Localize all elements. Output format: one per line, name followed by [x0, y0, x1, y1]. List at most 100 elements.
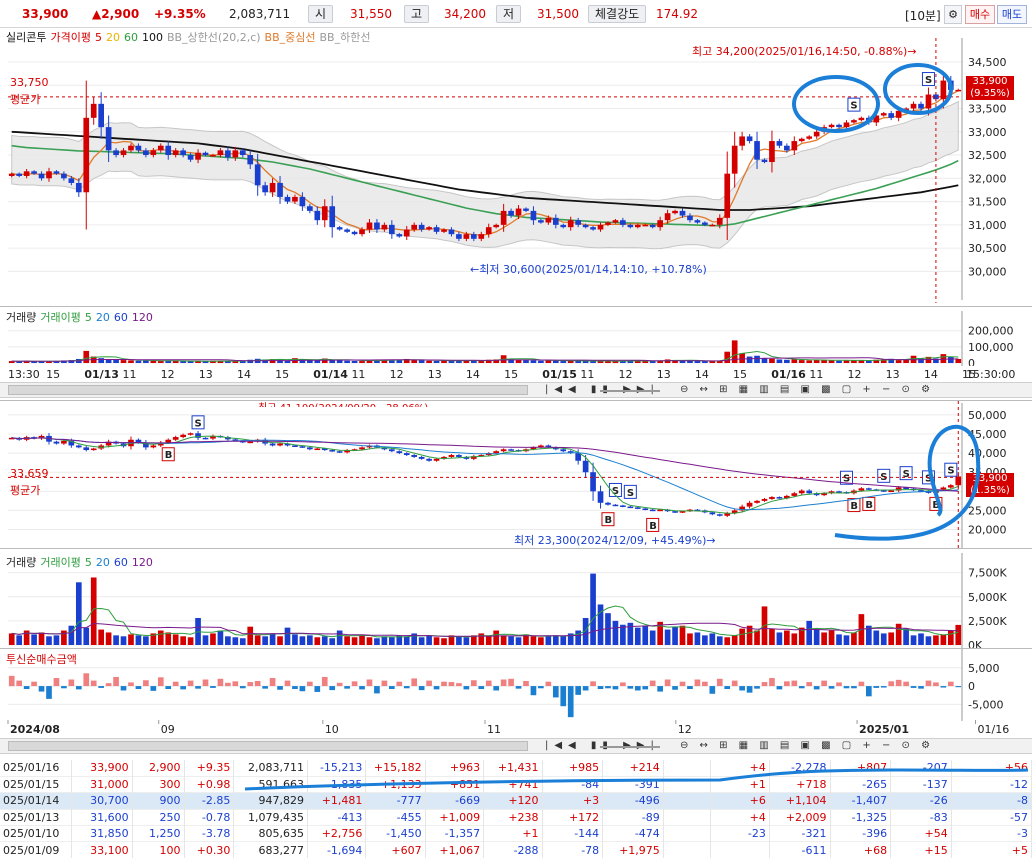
table-cell: -15,213 [307, 760, 367, 777]
daily-price-panel[interactable]: 20,00025,00030,00035,00040,00045,00050,0… [0, 400, 1032, 551]
scroll-thumb-top[interactable] [8, 385, 528, 395]
volume-bar [61, 360, 67, 363]
volume-bar [836, 634, 842, 645]
volume-bar [396, 360, 403, 363]
daily-trading-table[interactable]: 025/01/16 33,900 2,900 +9.35 2,083,711 -15,21… [0, 760, 1032, 858]
sell-button[interactable]: 매도 [997, 5, 1027, 24]
candle-body [478, 234, 485, 239]
volume-bar [143, 360, 149, 363]
candle-body [791, 141, 798, 151]
table-cell [663, 841, 712, 858]
strength-value: 174.92 [656, 7, 698, 21]
candle-body [776, 497, 783, 499]
scroll-controls-bottom[interactable]: |◀◀ ▮▮ ▶▶| [545, 740, 654, 751]
candle-body [105, 127, 112, 151]
institution-net-buy-chart[interactable]: -5,000 0 5,000 [0, 645, 1032, 725]
volume-bar [232, 681, 239, 687]
table-row[interactable]: 025/01/13 31,600 250 -0.78 1,079,435 -413 -455… [0, 809, 1032, 826]
table-row[interactable]: 025/01/09 33,100 100 +0.30 683,277 -1,694 +607… [0, 841, 1032, 858]
volume-bar [925, 680, 932, 687]
daily-price-chart[interactable]: 20,00025,00030,00035,00040,00045,00050,0… [0, 401, 1032, 551]
candle-body [128, 145, 134, 151]
x-tick-label: 2025/01 [859, 723, 909, 736]
volume-bar [552, 686, 559, 698]
volume-bar [687, 360, 693, 363]
table-cell: +68 [830, 841, 892, 858]
volume-bar [23, 686, 30, 690]
volume-bar [277, 360, 283, 363]
current-price-box: 33,900 (9.35%) [966, 76, 1014, 100]
candle-body [359, 229, 365, 235]
candle-body [307, 447, 313, 450]
volume-bar [866, 625, 872, 645]
table-row[interactable]: 025/01/15 31,000 300 +0.98 591,663 -1,835 +1,1… [0, 776, 1032, 793]
toolbar-icons-top[interactable]: ⊖ ↔ ⊞ ▦ ▥ ▤ ▣ ▩ ▢ + − ⊙ ⚙ [680, 384, 935, 395]
signal-marker-label: B [649, 521, 657, 532]
volume-bar [210, 686, 216, 688]
slider-icon-bottom[interactable] [600, 746, 660, 748]
volume-bar [769, 358, 775, 363]
table-cell: +1,133 [365, 776, 426, 793]
institution-net-buy-panel[interactable]: -5,000 0 5,000 투신순매수금액 [0, 645, 1032, 725]
slider-icon[interactable] [600, 390, 660, 392]
x-tick-label: 15:30:00 [966, 368, 1015, 381]
volume-bar [843, 686, 850, 689]
table-cell: -1,450 [365, 825, 426, 842]
table-cell: +607 [365, 841, 426, 858]
volume-bar [724, 351, 731, 363]
legend-title: 실리콘투 [6, 31, 47, 44]
table-row[interactable]: 025/01/16 33,900 2,900 +9.35 2,083,711 -15,21… [0, 760, 1032, 777]
high-annotation: 최고 34,200(2025/01/16,14:50, -0.88%)→ [692, 45, 917, 58]
candle-body [478, 455, 485, 457]
scroll-controls-top[interactable]: |◀◀ ▮▮ ▶▶| [545, 384, 654, 395]
volume-bar [217, 361, 224, 363]
volume-bar [642, 686, 649, 690]
volume-bar [381, 636, 388, 645]
volume-bar [157, 361, 164, 363]
table-cell: 805,635 [233, 825, 308, 842]
x-tick-label: 01/16 [771, 368, 806, 381]
interval-selector[interactable]: [10분] [905, 9, 941, 23]
scrollbar-bottom[interactable]: |◀◀ ▮▮ ▶▶| ⊖ ↔ ⊞ ▦ ▥ ▤ ▣ ▩ ▢ + − ⊙ ⚙ [0, 738, 1032, 754]
volume-bar [933, 358, 939, 363]
table-cell-date: 025/01/09 [0, 841, 72, 858]
candle-body [947, 485, 954, 488]
table-row[interactable]: 025/01/14 30,700 900 -2.85 947,829 +1,481 -777… [0, 792, 1032, 810]
price-chart-panel[interactable]: 30,000 30,500 31,000 31,500 32,000 32,500 33,0… [0, 28, 1032, 306]
candle-body [366, 222, 373, 230]
volume-bar [791, 359, 798, 363]
volume-panel[interactable]: 0 100,000 200,000 거래량 거래이평 5 20 60 120 [0, 306, 1032, 370]
volume-bar [612, 361, 619, 363]
signal-marker-label: B [932, 500, 940, 511]
x-tick-label: 01/13 [84, 368, 119, 381]
x-tick-label: 15 [962, 368, 976, 381]
candle-body [232, 439, 239, 441]
volume-bar [314, 360, 321, 363]
daily-volume-panel[interactable]: 0K 2,500K 5,000K 7,500K 거래량 거래이평 5 20 60 120 [0, 548, 1032, 652]
candle-body [851, 120, 857, 123]
volume-chart[interactable]: 0 100,000 200,000 [0, 307, 1032, 370]
table-cell: +1,104 [769, 792, 831, 810]
volume-bar [515, 686, 522, 689]
gear-icon[interactable]: ⚙ [944, 5, 962, 24]
table-cell: +1,481 [307, 792, 367, 810]
scroll-thumb-bottom[interactable] [8, 741, 528, 751]
candle-body [791, 493, 798, 496]
volume-bar [284, 627, 291, 645]
buy-button[interactable]: 매수 [965, 5, 995, 24]
volume-bar [426, 635, 432, 645]
candle-body [955, 89, 962, 92]
table-cell: -496 [602, 792, 664, 810]
volume-bar [478, 360, 485, 363]
candle-body [702, 222, 708, 225]
scrollbar-top[interactable]: |◀◀ ▮▮ ▶▶| ⊖ ↔ ⊞ ▦ ▥ ▤ ▣ ▩ ▢ + − ⊙ ⚙ [0, 382, 1032, 398]
volume-bar [38, 686, 45, 692]
table-cell: +0.98 [184, 776, 235, 793]
table-cell: 683,277 [233, 841, 308, 858]
x-tick-label: 13 [657, 368, 671, 381]
toolbar-icons-bottom[interactable]: ⊖ ↔ ⊞ ▦ ▥ ▤ ▣ ▩ ▢ + − ⊙ ⚙ [680, 740, 935, 751]
volume-bar [746, 356, 753, 363]
volume-bar [739, 353, 745, 363]
table-row[interactable]: 025/01/10 31,850 1,250 -3.78 805,635 +2,756 -1… [0, 825, 1032, 842]
